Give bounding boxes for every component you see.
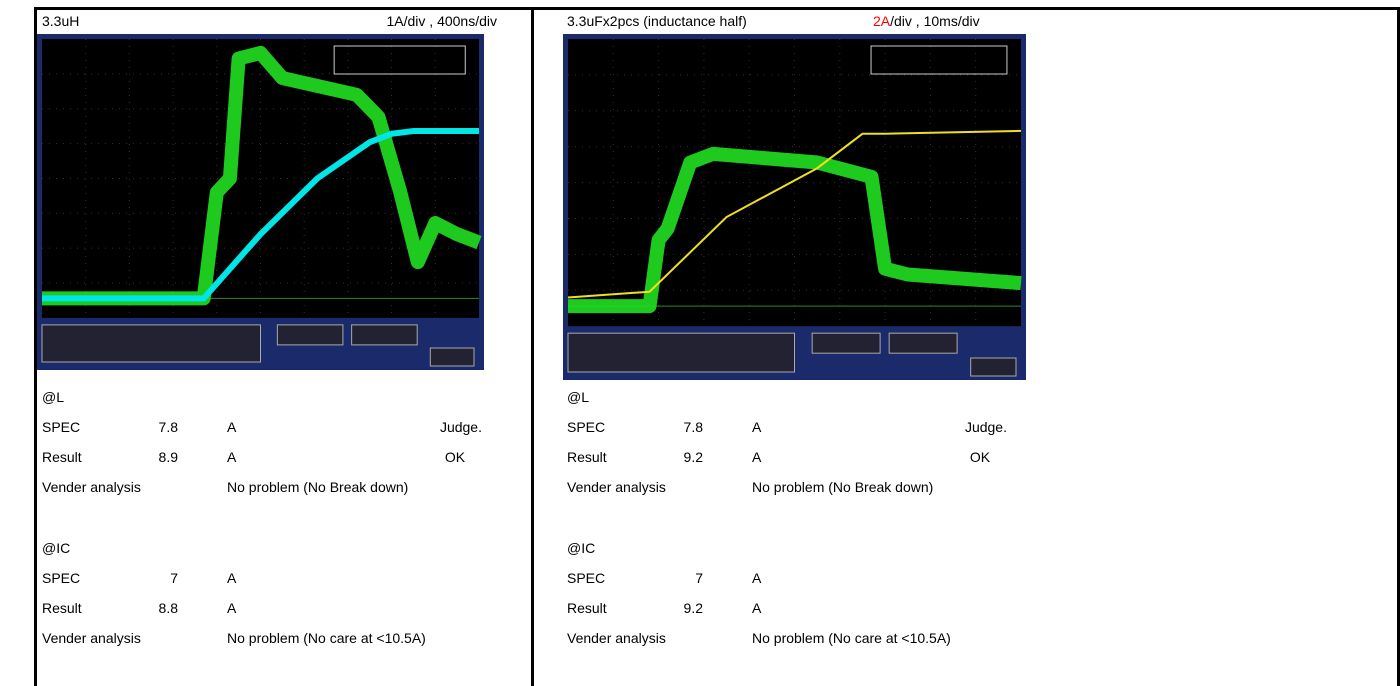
row-value: 7.8: [159, 419, 178, 435]
scale-value: 2A: [873, 13, 890, 29]
panel-title: 3.3uFx2pcs (inductance half): [567, 13, 747, 29]
row-label: SPEC: [567, 419, 605, 435]
row-unit: A: [752, 600, 761, 616]
scale-text: /div , 400ns/div: [404, 13, 497, 29]
vender-label: Vender analysis: [42, 479, 141, 495]
row-label: Result: [42, 600, 82, 616]
judge-header: Judge.: [440, 419, 482, 435]
oscilloscope-image: [563, 34, 1026, 380]
row-label: SPEC: [42, 570, 80, 586]
vender-label: Vender analysis: [567, 479, 666, 495]
row-label: Result: [567, 449, 607, 465]
section-label: @IC: [42, 540, 70, 556]
row-value: 9.2: [684, 600, 703, 616]
row-unit: A: [752, 419, 761, 435]
divider: [531, 7, 534, 686]
vender-text: No problem (No care at <10.5A): [227, 630, 426, 646]
row-unit: A: [227, 449, 236, 465]
vender-label: Vender analysis: [567, 630, 666, 646]
row-unit: A: [752, 449, 761, 465]
top-border: [34, 7, 1400, 10]
vender-text: No problem (No Break down): [752, 479, 933, 495]
row-label: SPEC: [42, 419, 80, 435]
vender-text: No problem (No Break down): [227, 479, 408, 495]
section-label: @L: [42, 389, 64, 405]
oscilloscope-image: [37, 34, 484, 370]
row-unit: A: [227, 570, 236, 586]
row-unit: A: [227, 600, 236, 616]
panel-title: 3.3uH: [42, 13, 79, 29]
page: (() => { const data = JSON.parse(documen…: [0, 0, 1400, 686]
judge-header: Judge.: [965, 419, 1007, 435]
row-unit: A: [227, 419, 236, 435]
row-unit: A: [752, 570, 761, 586]
row-value: 7.8: [684, 419, 703, 435]
row-label: Result: [42, 449, 82, 465]
scale-text: /div , 10ms/div: [890, 13, 979, 29]
row-value: 8.8: [159, 600, 178, 616]
section-label: @L: [567, 389, 589, 405]
row-label: Result: [567, 600, 607, 616]
judge-result: OK: [445, 449, 465, 465]
row-value: 7: [695, 570, 703, 586]
scale-value: 1A: [386, 13, 403, 29]
row-label: SPEC: [567, 570, 605, 586]
row-value: 8.9: [159, 449, 178, 465]
vender-label: Vender analysis: [42, 630, 141, 646]
section-label: @IC: [567, 540, 595, 556]
row-value: 9.2: [684, 449, 703, 465]
judge-result: OK: [970, 449, 990, 465]
row-value: 7: [170, 570, 178, 586]
vender-text: No problem (No care at <10.5A): [752, 630, 951, 646]
